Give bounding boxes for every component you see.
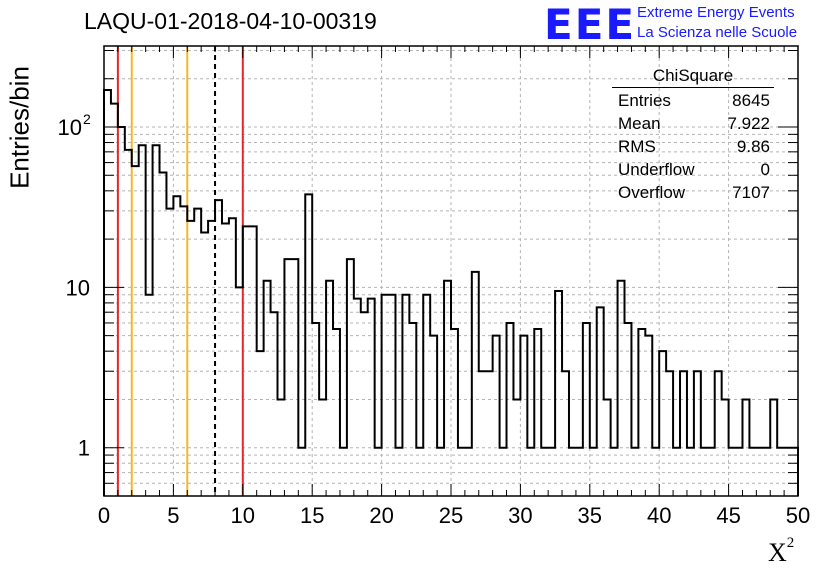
stats-row-overflow: Overflow 7107 bbox=[612, 181, 774, 204]
stats-row-entries: Entries 8645 bbox=[612, 89, 774, 112]
stats-row-mean: Mean 7.922 bbox=[612, 112, 774, 135]
histogram-series bbox=[103, 89, 799, 496]
stats-value: 7107 bbox=[732, 183, 770, 202]
plot-frame bbox=[103, 45, 799, 497]
stats-label: Underflow bbox=[618, 160, 695, 179]
x-axis-label: X2 bbox=[768, 535, 795, 567]
eee-logo: EEE bbox=[544, 0, 637, 49]
reference-lines bbox=[116, 46, 244, 496]
stats-title: ChiSquare bbox=[612, 66, 774, 88]
x-tick-label: 20 bbox=[369, 503, 393, 528]
logo-line-1: Extreme Energy Events bbox=[637, 4, 795, 21]
x-tick-label: 10 bbox=[231, 503, 255, 528]
plot-title: LAQU-01-2018-04-10-00319 bbox=[84, 8, 377, 34]
stats-label: Entries bbox=[618, 91, 671, 110]
x-tick-label: 40 bbox=[647, 503, 671, 528]
y-tick-label-exponent: 2 bbox=[83, 111, 91, 127]
x-tick-label: 50 bbox=[786, 503, 810, 528]
y-axis-label: Entries/bin bbox=[4, 66, 35, 189]
y-tick-label: 10 bbox=[66, 275, 90, 300]
stats-label: RMS bbox=[618, 137, 656, 156]
y-tick-label: 10 bbox=[58, 115, 82, 140]
x-tick-label: 45 bbox=[716, 503, 740, 528]
x-tick-labels: 0 5 10 15 20 25 30 35 40 45 50 bbox=[98, 503, 810, 528]
stats-box: ChiSquare Entries 8645 Mean 7.922 RMS 9.86 … bbox=[612, 66, 774, 204]
x-tick-label: 0 bbox=[98, 503, 110, 528]
logo-line-2: La Scienza nelle Scuole bbox=[637, 24, 798, 41]
x-tick-label: 30 bbox=[508, 503, 532, 528]
x-tick-label: 35 bbox=[578, 503, 602, 528]
x-tick-label: 15 bbox=[300, 503, 324, 528]
x-tick-label: 5 bbox=[167, 503, 179, 528]
stats-value: 7.922 bbox=[727, 114, 770, 133]
stats-value: 8645 bbox=[732, 91, 770, 110]
stats-row-rms: RMS 9.86 bbox=[612, 135, 774, 158]
stats-value: 9.86 bbox=[736, 137, 770, 156]
axis-ticks bbox=[103, 46, 799, 496]
stats-row-underflow: Underflow 0 bbox=[612, 158, 774, 181]
stats-label: Overflow bbox=[618, 183, 686, 202]
x-tick-label: 25 bbox=[439, 503, 463, 528]
y-tick-label: 1 bbox=[78, 436, 90, 461]
stats-label: Mean bbox=[618, 114, 661, 133]
stats-value: 0 bbox=[760, 160, 770, 179]
